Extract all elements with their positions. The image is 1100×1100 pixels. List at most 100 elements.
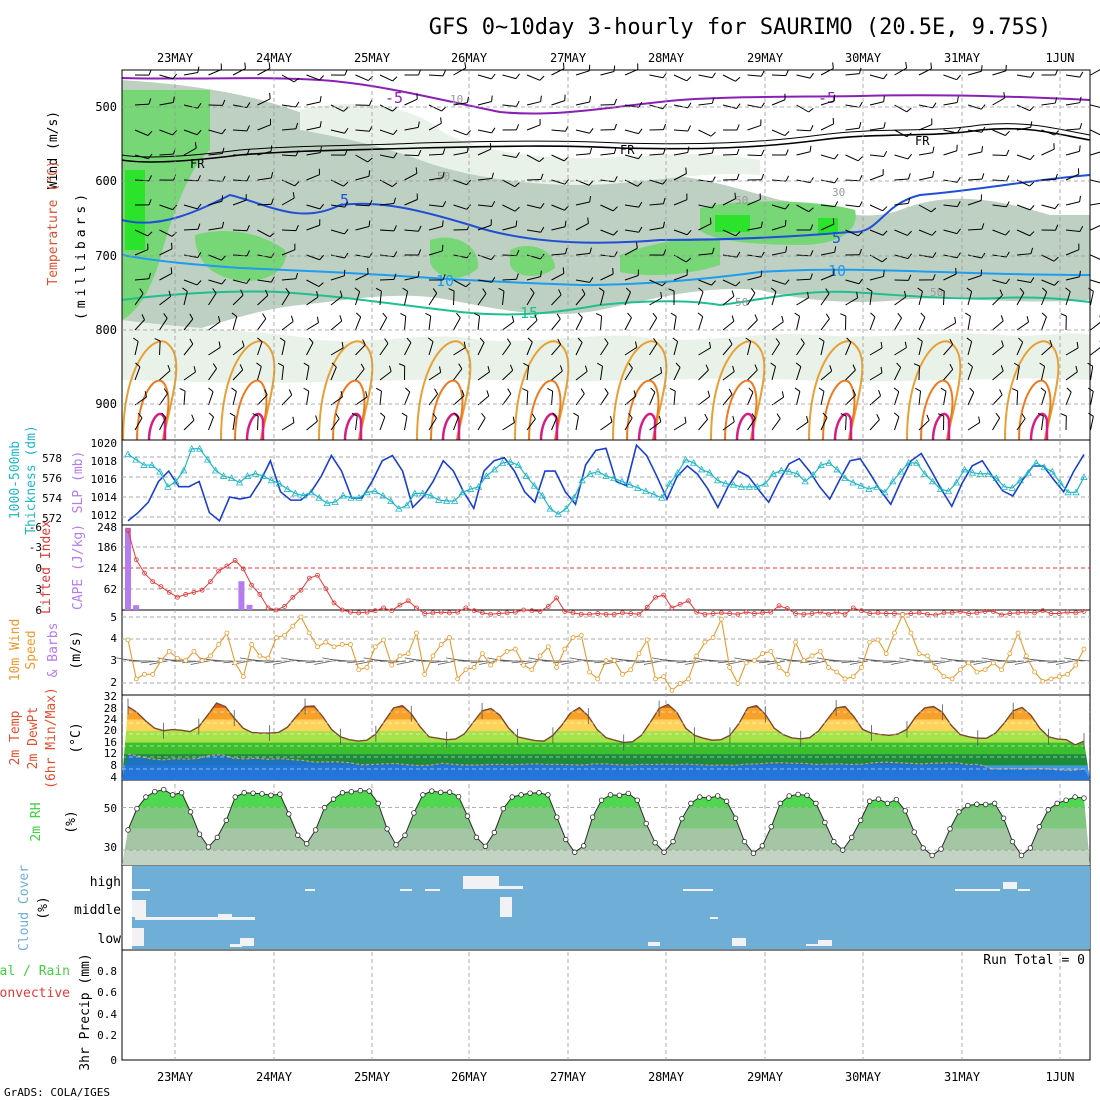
thickness-point bbox=[570, 493, 578, 501]
wind-speed-point bbox=[158, 658, 164, 663]
wind-barb-shaft bbox=[477, 395, 490, 406]
wind-barb bbox=[379, 129, 398, 135]
wind-barb bbox=[967, 387, 975, 406]
wind-barb bbox=[1039, 362, 1046, 381]
wind-barb bbox=[796, 125, 814, 132]
wind-barb-flag bbox=[562, 62, 565, 69]
wind-barb-shaft bbox=[771, 279, 786, 285]
wind-barb bbox=[698, 413, 709, 431]
wind-barb-flag bbox=[1041, 287, 1048, 293]
li-point bbox=[554, 595, 559, 601]
wind-barb-flag bbox=[736, 148, 740, 155]
wind-barb-shaft bbox=[1041, 366, 1046, 381]
wind-barb-shaft bbox=[1090, 254, 1100, 260]
rh-point bbox=[384, 826, 390, 832]
cloud-gap bbox=[305, 889, 315, 891]
wind-barb bbox=[845, 337, 852, 356]
wind-barb-flag bbox=[662, 197, 666, 204]
wind-barb-flag bbox=[981, 173, 985, 180]
wind-barb-shaft bbox=[551, 273, 565, 281]
li-point bbox=[611, 611, 617, 617]
wind-barb bbox=[526, 74, 545, 81]
wind-barb-flag bbox=[319, 121, 322, 128]
wind-barb-flag bbox=[883, 73, 888, 80]
wind-barb bbox=[498, 287, 505, 306]
wind-barb-shaft bbox=[796, 74, 811, 79]
wind-barb bbox=[208, 288, 217, 306]
wind-barb-flag bbox=[270, 171, 274, 179]
wind-barb bbox=[1016, 277, 1035, 284]
wind-barb-flag bbox=[491, 95, 493, 102]
thickness-point bbox=[681, 455, 690, 463]
wind-barb-shaft bbox=[894, 416, 900, 431]
rh-point bbox=[625, 790, 632, 797]
wind-speed-point bbox=[578, 632, 584, 638]
wind-barb bbox=[159, 129, 177, 136]
wind-barb-flag bbox=[558, 289, 562, 296]
wind-barb-shaft bbox=[551, 294, 562, 306]
wind-barb-shaft bbox=[722, 74, 736, 82]
surface-wind-barb bbox=[849, 660, 868, 665]
wind-barb bbox=[624, 269, 639, 281]
thickness-point bbox=[610, 474, 618, 482]
wind-barb-flag bbox=[197, 223, 201, 230]
wind-barb bbox=[894, 197, 911, 206]
wind-barb bbox=[967, 269, 983, 281]
wind-barb bbox=[477, 276, 496, 283]
wind-barb bbox=[918, 252, 937, 259]
li-point bbox=[603, 611, 609, 617]
thickness-tick: 578 bbox=[42, 452, 62, 465]
wind-barb-flag bbox=[999, 289, 1003, 296]
rh-point bbox=[312, 827, 319, 833]
wind-barb-flag bbox=[498, 287, 505, 292]
wind-speed-point bbox=[842, 676, 848, 682]
thickness-point bbox=[124, 450, 132, 458]
wind-barb bbox=[943, 338, 954, 356]
contour-label: -5 bbox=[385, 89, 403, 107]
wind-barb bbox=[355, 391, 368, 406]
wind-barb-shaft bbox=[502, 370, 514, 381]
wind-barb-shaft bbox=[404, 276, 419, 281]
thickness-point bbox=[299, 491, 307, 499]
wind-barb-flag bbox=[271, 198, 274, 205]
wind-barb bbox=[840, 313, 847, 331]
wind-barb-flag bbox=[1000, 365, 1004, 372]
wind-barb-flag bbox=[728, 388, 733, 395]
wind-barb-flag bbox=[930, 207, 937, 213]
wind-barb bbox=[1041, 287, 1048, 306]
rh-point bbox=[375, 800, 381, 807]
wind-barb-shaft bbox=[918, 341, 923, 356]
wind-barb-shaft bbox=[526, 276, 541, 281]
wind-barb bbox=[159, 313, 168, 331]
wind-barb-shaft bbox=[477, 224, 492, 231]
wind-barb bbox=[183, 414, 195, 431]
temp-band bbox=[122, 754, 1090, 766]
wind-barb-flag bbox=[589, 95, 592, 103]
rh-point bbox=[446, 789, 453, 795]
wind-barb bbox=[1011, 388, 1019, 406]
wind-barb bbox=[820, 218, 835, 231]
cloud-fill bbox=[132, 866, 1090, 949]
rh-green-blob bbox=[510, 246, 555, 276]
wind-barb bbox=[159, 73, 177, 80]
wind-barb bbox=[575, 388, 585, 406]
thickness-point bbox=[395, 504, 403, 512]
wind-barb-shaft bbox=[1090, 391, 1094, 406]
thickness-point bbox=[387, 497, 395, 504]
wind-barb bbox=[820, 117, 835, 131]
wind-barb-flag bbox=[1030, 71, 1035, 78]
wind-barb-shaft bbox=[330, 295, 343, 306]
wind-barb-flag bbox=[731, 290, 735, 297]
wind-barb bbox=[918, 204, 937, 213]
wind-barb bbox=[208, 147, 225, 156]
wind-barb-flag bbox=[785, 69, 789, 76]
wind-barb-shaft bbox=[355, 291, 361, 306]
wind-barb-shaft bbox=[943, 391, 947, 406]
wind-tick: 5 bbox=[110, 611, 117, 624]
wind-barb bbox=[698, 217, 712, 231]
wind-barb bbox=[183, 252, 202, 258]
wind-barb-flag bbox=[384, 338, 389, 344]
wind-barb bbox=[502, 249, 520, 257]
wind-barb bbox=[355, 363, 365, 381]
wind-barb-shaft bbox=[281, 292, 290, 306]
